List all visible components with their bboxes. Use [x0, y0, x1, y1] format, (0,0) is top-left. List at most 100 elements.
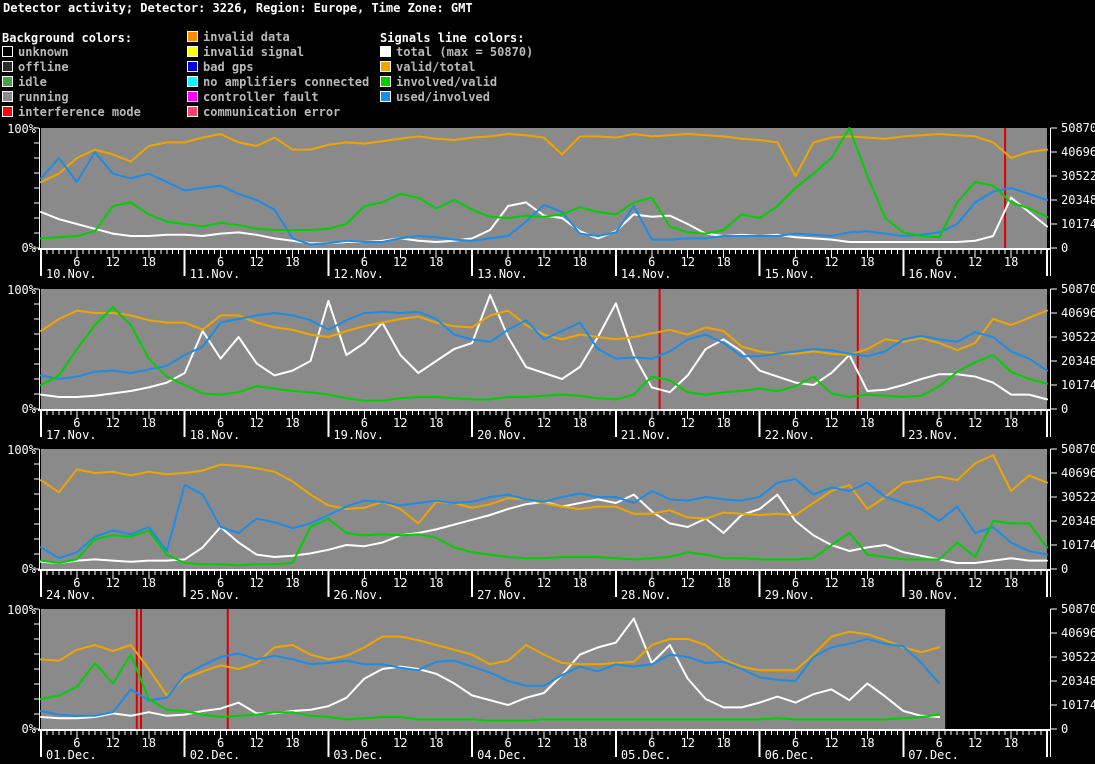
hour-label: 6 — [936, 736, 943, 750]
hour-label: 6 — [361, 416, 368, 430]
hour-label: 18 — [716, 576, 730, 590]
series-line-used-involved — [40, 310, 1048, 380]
y-axis-bottom-label: 0% — [22, 241, 37, 255]
right-axis-label: 20348 — [1061, 354, 1095, 368]
series-line-total — [40, 196, 1048, 245]
y-axis-right — [1050, 608, 1057, 757]
series-line-used-involved — [40, 478, 1048, 560]
y-axis-top-label: 100% — [7, 443, 37, 457]
date-label: 23.Nov. — [908, 428, 959, 442]
hour-label: 12 — [249, 416, 263, 430]
hour-label: 18 — [142, 255, 156, 269]
date-label: 16.Nov. — [908, 267, 959, 281]
date-label: 03.Dec. — [333, 748, 384, 762]
hour-label: 18 — [429, 255, 443, 269]
running-swatch — [2, 91, 13, 102]
hour-label: 6 — [648, 736, 655, 750]
x-axis — [38, 729, 1051, 757]
hour-label: 12 — [968, 416, 982, 430]
y-axis-top-label: 100% — [7, 122, 37, 136]
right-axis-label: 0 — [1061, 241, 1068, 255]
hour-label: 12 — [824, 255, 838, 269]
right-axis-label: 40696 — [1061, 626, 1095, 640]
legend-item-unknown: unknown — [2, 46, 69, 59]
right-axis-label: 40696 — [1061, 466, 1095, 480]
hour-label: 6 — [792, 416, 799, 430]
plot-background — [41, 449, 1047, 569]
hour-label: 18 — [716, 255, 730, 269]
hour-label: 12 — [968, 576, 982, 590]
date-label: 25.Nov. — [190, 588, 241, 602]
bad-gps-swatch — [187, 61, 198, 72]
y-axis-left — [34, 288, 40, 410]
hour-label: 6 — [361, 255, 368, 269]
hour-label: 6 — [504, 736, 511, 750]
right-axis-label: 0 — [1061, 402, 1068, 416]
hour-label: 6 — [73, 416, 80, 430]
hour-label: 18 — [142, 416, 156, 430]
date-label: 10.Nov. — [46, 267, 97, 281]
hour-label: 18 — [1004, 576, 1018, 590]
hour-label: 12 — [537, 416, 551, 430]
right-axis-label: 30522 — [1061, 650, 1095, 664]
date-label: 30.Nov. — [908, 588, 959, 602]
hour-label: 18 — [1004, 416, 1018, 430]
hour-label: 18 — [142, 736, 156, 750]
date-label: 29.Nov. — [765, 588, 816, 602]
y-axis-left — [34, 448, 40, 570]
hour-label: 18 — [285, 416, 299, 430]
idle-swatch — [2, 76, 13, 87]
hour-label: 12 — [393, 736, 407, 750]
date-label: 18.Nov. — [190, 428, 241, 442]
offline-swatch — [2, 61, 13, 72]
y-axis-bottom-label: 0% — [22, 722, 37, 736]
hour-label: 6 — [792, 255, 799, 269]
hour-label: 6 — [73, 736, 80, 750]
hour-label: 12 — [106, 255, 120, 269]
series-line-valid-total — [40, 454, 1048, 525]
legend-background-title: Background colors: — [2, 31, 133, 45]
legend-item-idle: idle — [2, 76, 47, 89]
hour-label: 6 — [648, 576, 655, 590]
series-line-involved-valid — [40, 127, 1048, 240]
hour-label: 6 — [73, 255, 80, 269]
hour-label: 6 — [217, 576, 224, 590]
hour-label: 12 — [824, 736, 838, 750]
right-axis-label: 40696 — [1061, 145, 1095, 159]
unknown-swatch — [2, 46, 13, 57]
hour-label: 12 — [680, 416, 694, 430]
hour-label: 18 — [429, 576, 443, 590]
legend-item-bad-gps: bad gps — [187, 61, 254, 74]
hour-label: 6 — [648, 255, 655, 269]
date-label: 02.Dec. — [190, 748, 241, 762]
right-axis-label: 20348 — [1061, 674, 1095, 688]
right-axis-label: 0 — [1061, 722, 1068, 736]
right-axis-label: 30522 — [1061, 169, 1095, 183]
date-label: 12.Nov. — [333, 267, 384, 281]
hour-label: 6 — [361, 736, 368, 750]
hour-label: 12 — [249, 576, 263, 590]
hour-label: 6 — [936, 576, 943, 590]
hour-label: 6 — [361, 576, 368, 590]
series-line-valid-total — [40, 133, 1048, 183]
hour-label: 18 — [429, 736, 443, 750]
series-line-used-involved — [40, 151, 1048, 246]
series-line-used-involved — [40, 638, 941, 717]
hour-label: 18 — [573, 576, 587, 590]
legend-item-total: total (max = 50870) — [380, 46, 533, 59]
date-label: 04.Dec. — [477, 748, 528, 762]
controller-fault-swatch — [187, 91, 198, 102]
y-axis-left — [34, 127, 40, 249]
hour-label: 12 — [968, 255, 982, 269]
right-axis-label: 10174 — [1061, 698, 1095, 712]
series-line-total — [40, 617, 941, 720]
right-axis-label: 30522 — [1061, 490, 1095, 504]
hour-label: 6 — [936, 416, 943, 430]
date-label: 15.Nov. — [765, 267, 816, 281]
valid-total-swatch — [380, 61, 391, 72]
date-label: 14.Nov. — [621, 267, 672, 281]
hour-label: 18 — [860, 576, 874, 590]
date-label: 11.Nov. — [190, 267, 241, 281]
